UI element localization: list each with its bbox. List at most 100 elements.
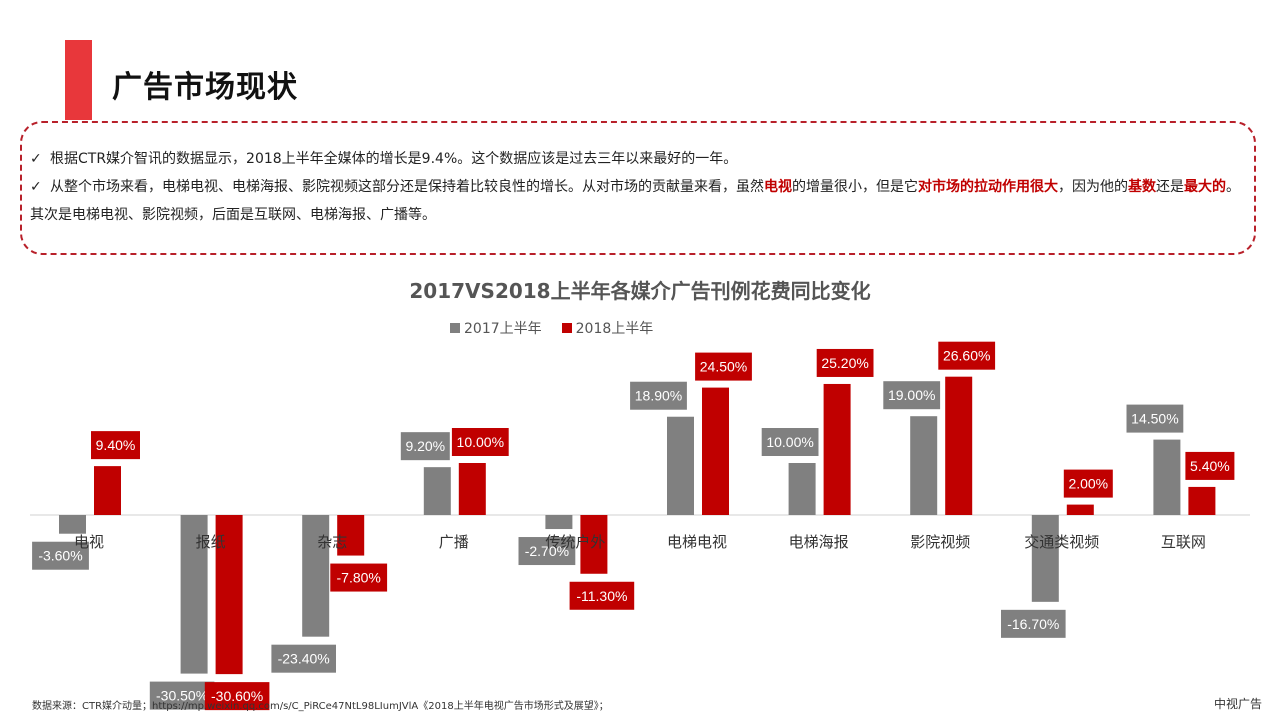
bar-2018上半年-影院视频 — [945, 376, 973, 515]
data-label-text: 5.40% — [1190, 458, 1230, 474]
data-label-2018上半年-交通类视频: 2.00% — [1063, 469, 1113, 498]
notes-box: ✓ 根据CTR媒介智讯的数据显示，2018上半年全媒体的增长是9.4%。这个数据应… — [20, 121, 1256, 255]
data-label-box — [32, 541, 89, 570]
data-label-text: 18.90% — [635, 388, 682, 404]
data-label-text: -2.70% — [525, 543, 569, 559]
category-label-广播: 广播 — [439, 533, 469, 551]
data-label-box — [204, 682, 270, 711]
data-label-box — [695, 352, 752, 381]
category-label-交通类视频: 交通类视频 — [1024, 533, 1099, 551]
data-label-box — [1063, 469, 1113, 498]
data-label-box — [816, 348, 874, 377]
category-label-传统户外: 传统户外 — [545, 533, 605, 551]
page-title: 广告市场现状 — [112, 70, 298, 105]
data-label-2017上半年-电梯电视: 18.90% — [630, 381, 687, 410]
data-label-box — [569, 581, 635, 610]
data-label-box — [1185, 451, 1235, 480]
legend-label-2018: 2018上半年 — [575, 321, 654, 337]
data-label-2018上半年-报纸: -30.60% — [204, 682, 270, 711]
note-text-2c: ，因为他的 — [1058, 179, 1128, 195]
data-label-text: -3.60% — [38, 548, 82, 564]
note-text-1: 根据CTR媒介智讯的数据显示，2018上半年全媒体的增长是9.4%。这个数据应该… — [50, 151, 738, 167]
bar-2017上半年-杂志 — [302, 515, 330, 637]
chart-legend: 2017上半年 2018上半年 — [450, 318, 653, 338]
bar-2017上半年-传统户外 — [545, 515, 573, 530]
bar-2017上半年-广播 — [423, 467, 451, 515]
check-icon: ✓ — [30, 151, 42, 167]
data-label-2017上半年-电梯海报: 10.00% — [761, 428, 819, 456]
data-label-2018上半年-传统户外: -11.30% — [569, 581, 635, 610]
data-label-box — [938, 341, 996, 370]
data-label-2017上半年-杂志: -23.40% — [271, 644, 336, 673]
data-label-box — [630, 381, 687, 410]
bar-2018上半年-交通类视频 — [1066, 504, 1094, 515]
legend-item-2018: 2018上半年 — [561, 318, 654, 338]
data-label-box — [883, 381, 941, 410]
data-label-box — [451, 428, 509, 456]
data-label-text: 24.50% — [700, 359, 747, 375]
bar-2017上半年-交通类视频 — [1031, 515, 1059, 602]
bar-2017上半年-影院视频 — [910, 416, 938, 515]
data-label-2018上半年-电视: 9.40% — [91, 431, 140, 460]
data-label-text: -16.70% — [1007, 616, 1059, 632]
bar-2018上半年-互联网 — [1188, 486, 1216, 515]
highlight-pull-effect: 对市场的拉动作用很大 — [918, 179, 1058, 195]
data-label-box — [1126, 404, 1184, 433]
data-label-box — [91, 431, 140, 460]
bar-2018上半年-传统户外 — [580, 515, 608, 574]
highlight-base: 基数 — [1128, 179, 1156, 195]
data-label-text: -23.40% — [278, 651, 330, 667]
legend-swatch-2017 — [450, 323, 460, 333]
data-label-2017上半年-互联网: 14.50% — [1126, 404, 1184, 433]
data-label-text: 26.60% — [943, 348, 990, 364]
note-text-2d: 还是 — [1156, 179, 1184, 195]
bar-2018上半年-电梯电视 — [702, 387, 729, 515]
bar-2017上半年-互联网 — [1153, 439, 1181, 515]
category-label-影院视频: 影院视频 — [910, 533, 970, 551]
data-label-text: 19.00% — [888, 387, 935, 403]
data-label-box — [400, 432, 450, 461]
category-label-电梯电视: 电梯电视 — [667, 533, 727, 551]
data-label-box — [271, 644, 336, 673]
data-label-2017上半年-影院视频: 19.00% — [883, 381, 941, 410]
data-label-box — [330, 563, 388, 592]
bar-2017上半年-电视 — [59, 515, 86, 534]
legend-label-2017: 2017上半年 — [464, 321, 542, 337]
note-text-2a: 从整个市场来看，电梯电视、电梯海报、影院视频这部分还是保持着比较良性的增长。从对… — [50, 179, 764, 195]
highlight-tv: 电视 — [764, 179, 792, 195]
data-label-text: -11.30% — [576, 588, 627, 604]
data-label-2018上半年-电梯电视: 24.50% — [695, 352, 752, 381]
data-label-text: 2.00% — [1068, 476, 1108, 492]
data-label-2018上半年-电梯海报: 25.20% — [816, 348, 874, 377]
category-label-杂志: 杂志 — [317, 533, 347, 551]
bar-2017上半年-电梯海报 — [788, 463, 816, 515]
title-accent-bar — [65, 40, 92, 120]
bar-2018上半年-报纸 — [215, 515, 243, 675]
data-label-text: 9.20% — [405, 438, 445, 454]
note-text-2b: 的增量很小，但是它 — [792, 179, 918, 195]
data-label-box — [518, 537, 576, 566]
data-label-2017上半年-电视: -3.60% — [32, 541, 89, 570]
data-label-text: 25.20% — [821, 355, 868, 371]
check-icon: ✓ — [30, 179, 42, 195]
category-label-互联网: 互联网 — [1161, 533, 1206, 551]
data-label-2018上半年-广播: 10.00% — [451, 428, 509, 456]
data-label-text: -7.80% — [337, 570, 381, 586]
bar-2018上半年-电视 — [94, 466, 121, 515]
data-source: 数据来源：CTR媒介动量；https://mp.weixin.qq.com/s/… — [32, 701, 609, 712]
data-label-2017上半年-报纸: -30.50% — [149, 681, 215, 710]
note-text-2e: 。其次是电梯电视、影院视频，后面是互联网、电梯海报、广播等。 — [30, 179, 1240, 223]
data-label-2017上半年-广播: 9.20% — [400, 432, 450, 461]
brand-label: 中视广告 — [1213, 697, 1262, 711]
data-label-text: -30.60% — [211, 688, 263, 704]
data-label-box — [1001, 609, 1066, 638]
highlight-largest: 最大的 — [1184, 179, 1226, 195]
bar-2018上半年-电梯海报 — [823, 383, 851, 515]
data-label-2018上半年-影院视频: 26.60% — [938, 341, 996, 370]
note-bullet-2: ✓ 从整个市场来看，电梯电视、电梯海报、影院视频这部分还是保持着比较良性的增长。从… — [30, 173, 1245, 229]
bar-2018上半年-广播 — [458, 463, 486, 515]
data-label-text: 14.50% — [1131, 411, 1178, 427]
data-label-2018上半年-互联网: 5.40% — [1185, 451, 1235, 480]
data-label-2017上半年-交通类视频: -16.70% — [1001, 609, 1066, 638]
